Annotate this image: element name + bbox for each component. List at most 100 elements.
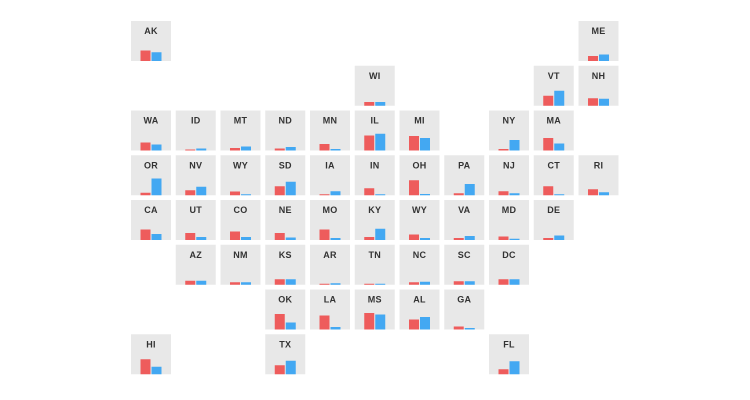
tile-background [175,155,216,196]
state-label: ID [191,116,201,126]
state-tile-co: CO [220,200,261,240]
bar-series-b [241,282,251,285]
state-label: SC [458,250,471,260]
bar-series-a [364,188,375,196]
bar-series-b [375,194,386,196]
bar-series-b [285,322,296,330]
tile-background [131,155,171,196]
state-label: VT [548,71,560,81]
state-tile-wi: WI [354,65,395,106]
state-label: PA [458,160,471,170]
tile-background [354,289,395,330]
bar-series-b [330,149,341,151]
state-label: RI [594,160,603,170]
state-tile-ca: CA [131,200,171,240]
state-label: IA [325,160,335,170]
bar-series-b [375,102,386,106]
bar-series-a [409,180,419,196]
tile-background [533,200,574,240]
state-tile-nv: NV [175,155,216,196]
bar-series-b [375,133,386,151]
state-label: FL [503,339,515,349]
tile-background [399,200,440,240]
bar-series-b [151,52,162,61]
tile-background [399,244,440,285]
bar-series-a [185,190,196,196]
state-label: MO [323,205,338,215]
bar-series-a [543,95,554,106]
bar-series-b [509,140,520,151]
bar-series-b [420,317,430,330]
state-tile-ma: MA [533,110,574,151]
tile-background [220,110,261,151]
bar-series-b [420,138,430,151]
state-label: AL [413,295,426,305]
state-tile-ky: KY [354,200,395,240]
state-tile-nh: NH [578,65,619,106]
bar-series-a [498,279,509,285]
state-label: KS [279,250,292,260]
state-tile-mi: MI [399,110,440,151]
state-label: AK [144,26,158,36]
tile-background [354,200,395,240]
bar-series-a [140,50,151,61]
tile-background [310,155,350,196]
state-tile-vt: VT [533,65,574,106]
bar-series-a [274,148,285,151]
bar-series-a [230,148,240,151]
tile-background [175,110,216,151]
state-label: NY [503,116,516,126]
bar-series-b [554,235,565,240]
bar-series-b [375,314,386,330]
tile-background [265,289,306,330]
bar-series-b [509,279,520,285]
tile-background [265,334,306,375]
tile-background [399,110,440,151]
state-label: KY [368,205,381,215]
bar-series-a [588,56,598,61]
bar-series-b [554,143,565,151]
tile-background [489,155,529,196]
state-label: ME [592,26,606,36]
state-label: GA [457,295,471,305]
bar-series-a [230,282,240,285]
state-label: HI [146,339,155,349]
bar-series-b [554,90,565,106]
bar-series-a [319,229,330,240]
tile-background [131,334,171,375]
bar-series-a [185,233,196,240]
bar-series-a [409,319,419,330]
bar-series-b [151,144,162,151]
bar-series-a [543,186,554,196]
state-tile-wa: WA [131,110,171,151]
state-tile-sd: SD [265,155,306,196]
state-tile-nd: ND [265,110,306,151]
state-label: TX [279,339,291,349]
bar-series-a [588,189,598,196]
bar-series-a [319,283,330,285]
state-label: IL [371,116,380,126]
bar-series-a [230,191,240,196]
bar-series-a [364,237,375,240]
tile-background [131,200,171,240]
bar-series-b [554,194,565,196]
bar-series-b [464,184,475,196]
tile-background [444,244,485,285]
state-tile-mo: MO [310,200,350,240]
tile-background [533,65,574,106]
bar-series-b [330,327,341,330]
bar-series-a [230,231,240,240]
tile-background [220,155,261,196]
state-tile-nm: NM [220,244,261,285]
tile-background [444,155,485,196]
bar-series-b [420,238,430,240]
state-label: MN [323,116,337,126]
tile-background [399,289,440,330]
bar-series-b [196,186,207,196]
state-label: NC [413,250,427,260]
tile-background [444,289,485,330]
tile-background [533,155,574,196]
bar-series-b [420,194,430,196]
bar-series-b [330,191,341,196]
